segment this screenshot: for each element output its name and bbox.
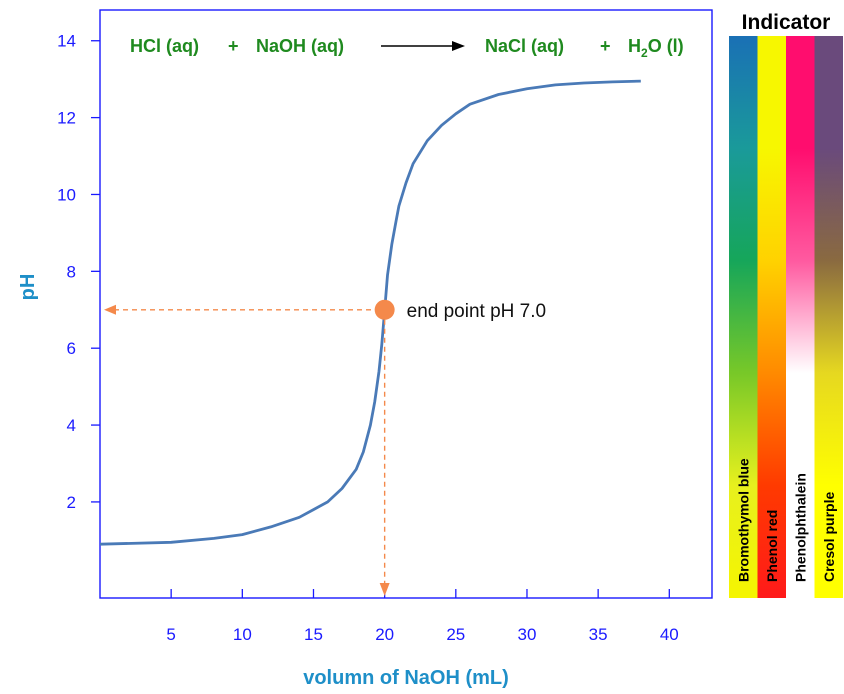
x-tick-label-2: 15 (304, 625, 323, 644)
indicator-bar-3 (814, 36, 843, 598)
indicator-bar-0 (729, 36, 758, 598)
y-tick-label-1: 4 (67, 416, 76, 435)
equation-plus2: + (600, 36, 611, 56)
x-tick-label-1: 10 (233, 625, 252, 644)
y-tick-label-6: 14 (57, 32, 76, 51)
equation-product2: H2O (l) (628, 36, 684, 60)
y-tick-label-3: 8 (67, 262, 76, 281)
x-tick-label-4: 25 (446, 625, 465, 644)
endpoint-label: end point pH 7.0 (407, 301, 546, 322)
reaction-equation: HCl (aq) + NaOH (aq) NaCl (aq) + H2O (l) (130, 36, 684, 60)
endpoint-layer: end point pH 7.0 (104, 299, 546, 596)
endpoint-vertical-arrow (379, 583, 390, 596)
equation-product2-base: H (628, 36, 641, 56)
equation-plus1: + (228, 36, 239, 56)
x-tick-label-5: 30 (518, 625, 537, 644)
y-tick-label-0: 2 (67, 493, 76, 512)
equation-reactant1: HCl (aq) (130, 36, 199, 56)
y-axis-title: pH (17, 274, 39, 301)
x-tick-label-7: 40 (660, 625, 679, 644)
indicator-label-1: Phenol red (764, 510, 780, 582)
indicator-label-2: Phenolphthalein (792, 473, 808, 582)
indicator-label-3: Cresol purple (821, 492, 837, 582)
indicator-bar-2 (786, 36, 815, 598)
indicator-label-0: Bromothymol blue (735, 458, 751, 582)
x-tick-label-0: 5 (166, 625, 175, 644)
ticks-layer: 5 10 15 20 25 30 35 40 2 4 6 8 10 12 14 (57, 32, 679, 644)
endpoint-horizontal-arrow (104, 304, 116, 315)
x-tick-label-6: 35 (589, 625, 608, 644)
indicator-title: Indicator (742, 11, 831, 34)
equation-product2-sub: 2 (641, 46, 648, 60)
y-tick-label-2: 6 (67, 339, 76, 358)
indicator-bar-1 (757, 36, 786, 598)
plot-frame (99, 9, 713, 599)
y-tick-label-5: 12 (57, 109, 76, 128)
equation-product2-rest: O (l) (648, 36, 684, 56)
equation-product1: NaCl (aq) (485, 36, 564, 56)
y-tick-label-4: 10 (57, 185, 76, 204)
x-axis-title: volumn of NaOH (mL) (303, 667, 509, 689)
endpoint-marker (374, 299, 395, 320)
equation-arrow-head (452, 41, 465, 51)
titration-curve-line (99, 79, 641, 546)
equation-reactant2: NaOH (aq) (256, 36, 344, 56)
indicator-panel: Bromothymol blue Phenol red Phenolphthalei… (729, 36, 843, 598)
x-tick-label-3: 20 (375, 625, 394, 644)
